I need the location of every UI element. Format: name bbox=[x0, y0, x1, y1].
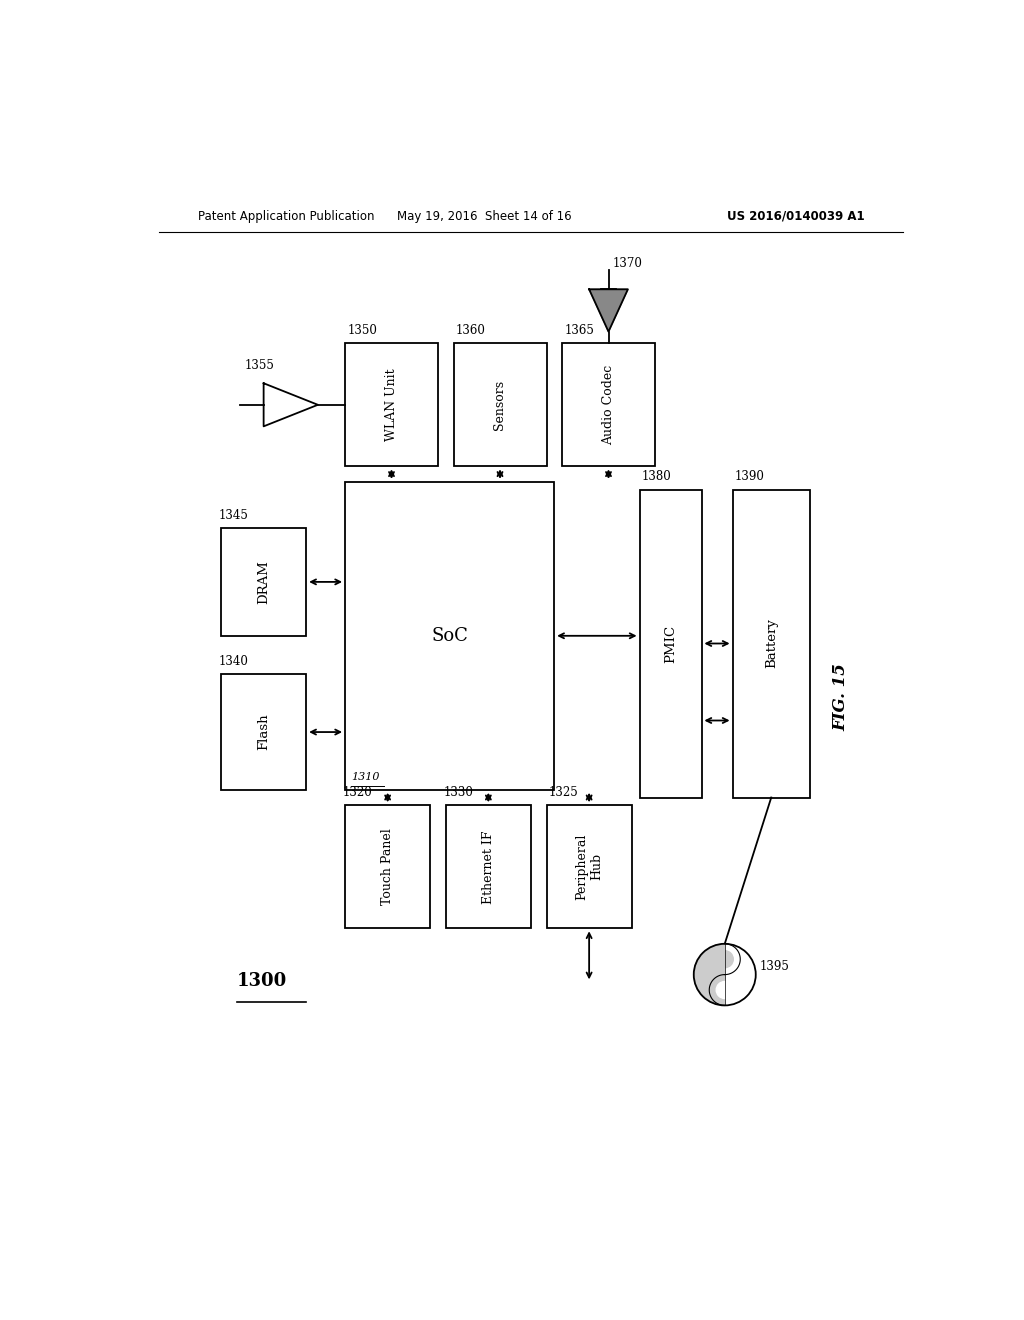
Text: 1300: 1300 bbox=[237, 972, 287, 990]
Bar bbox=[562, 343, 655, 466]
Text: 1370: 1370 bbox=[612, 257, 642, 271]
Text: Ethernet IF: Ethernet IF bbox=[482, 830, 495, 904]
Text: 1320: 1320 bbox=[343, 785, 373, 799]
Text: Touch Panel: Touch Panel bbox=[381, 829, 394, 906]
Text: Audio Codec: Audio Codec bbox=[602, 364, 615, 445]
Text: WLAN Unit: WLAN Unit bbox=[385, 368, 398, 441]
Text: SoC: SoC bbox=[431, 627, 468, 644]
Text: 1395: 1395 bbox=[760, 961, 790, 973]
Text: Peripheral
Hub: Peripheral Hub bbox=[575, 834, 603, 900]
Text: PMIC: PMIC bbox=[664, 624, 677, 663]
Polygon shape bbox=[693, 944, 725, 1006]
Text: May 19, 2016  Sheet 14 of 16: May 19, 2016 Sheet 14 of 16 bbox=[397, 210, 571, 223]
Bar bbox=[547, 805, 632, 928]
Text: 1310: 1310 bbox=[351, 772, 380, 781]
Bar bbox=[640, 490, 701, 797]
Text: 1350: 1350 bbox=[347, 323, 377, 337]
Text: 1390: 1390 bbox=[735, 470, 765, 483]
Bar bbox=[345, 482, 554, 789]
Bar bbox=[445, 805, 531, 928]
Text: Battery: Battery bbox=[765, 619, 778, 668]
Text: FIG. 15: FIG. 15 bbox=[833, 664, 850, 731]
Circle shape bbox=[716, 982, 733, 998]
Bar bbox=[345, 805, 430, 928]
Text: 1360: 1360 bbox=[456, 323, 485, 337]
Text: Sensors: Sensors bbox=[494, 380, 507, 430]
Text: Patent Application Publication: Patent Application Publication bbox=[198, 210, 374, 223]
Text: 1380: 1380 bbox=[642, 470, 672, 483]
Text: 1340: 1340 bbox=[219, 655, 249, 668]
Text: 1355: 1355 bbox=[245, 359, 274, 372]
Bar bbox=[454, 343, 547, 466]
Text: Flash: Flash bbox=[257, 714, 270, 750]
Circle shape bbox=[716, 950, 733, 968]
Text: DRAM: DRAM bbox=[257, 560, 270, 603]
Text: 1330: 1330 bbox=[443, 785, 473, 799]
Text: US 2016/0140039 A1: US 2016/0140039 A1 bbox=[727, 210, 864, 223]
Text: 1365: 1365 bbox=[564, 323, 594, 337]
Polygon shape bbox=[589, 289, 628, 331]
Text: 1345: 1345 bbox=[219, 508, 249, 521]
Bar bbox=[345, 343, 438, 466]
Bar bbox=[732, 490, 810, 797]
Bar bbox=[221, 528, 306, 636]
Text: 1325: 1325 bbox=[549, 785, 579, 799]
Bar bbox=[221, 675, 306, 789]
